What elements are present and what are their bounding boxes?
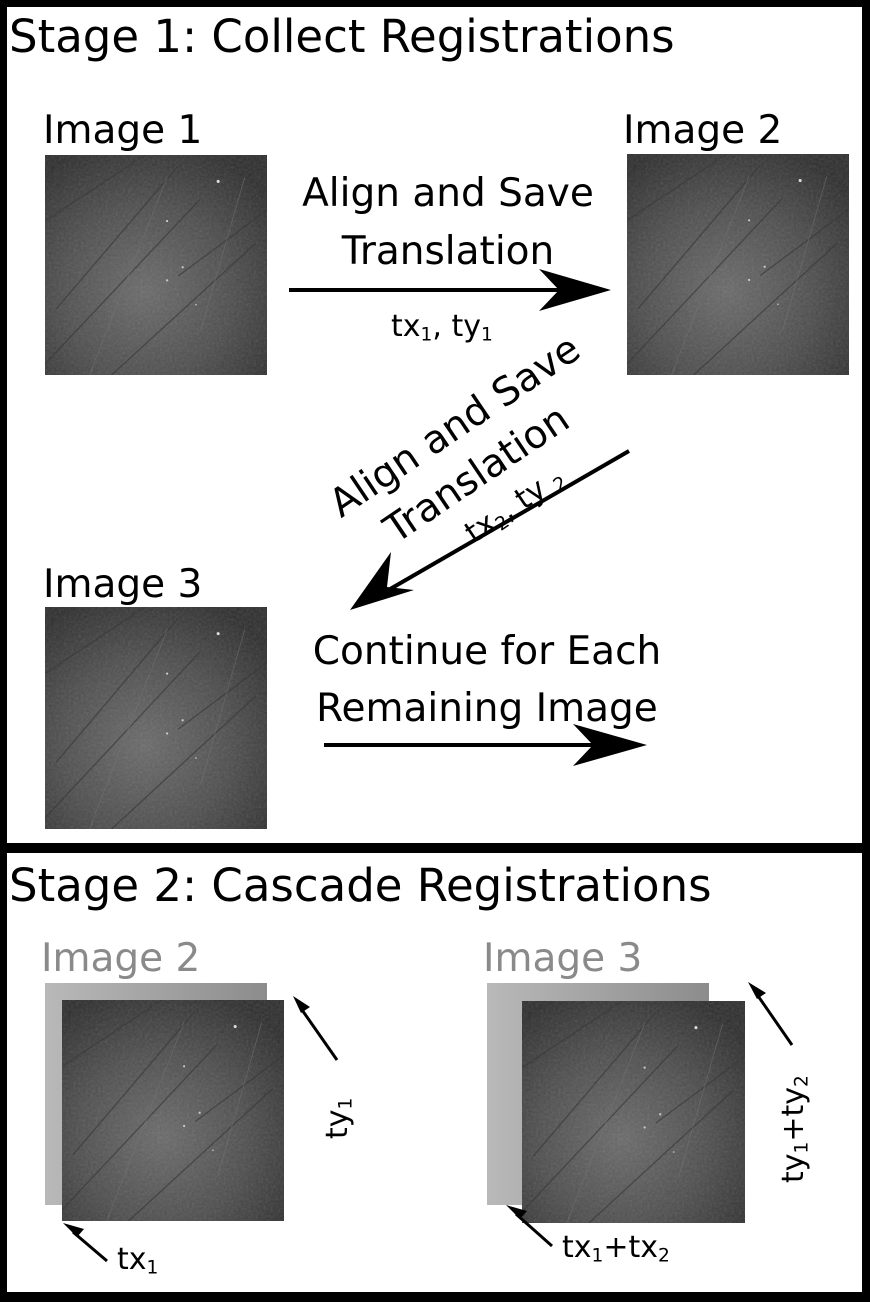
step1-ty: ty xyxy=(451,309,481,344)
stage2-panel: Stage 2: Cascade Registrations Image 2 t… xyxy=(7,853,862,1292)
step1-tx: tx xyxy=(391,309,421,344)
image3-label: Image 3 xyxy=(43,562,203,607)
stage2-right-tx-a: tx xyxy=(562,1230,592,1265)
stage2-left-ty-arrow xyxy=(293,996,339,1061)
step3-caption-line2: Remaining Image xyxy=(316,686,658,731)
stage1-panel: Stage 1: Collect Registrations Image 1 I… xyxy=(7,7,862,843)
step1-caption-line1: Align and Save xyxy=(302,171,594,216)
step1-ty-sub: 1 xyxy=(480,324,493,346)
stage1-title: Stage 1: Collect Registrations xyxy=(9,10,675,63)
stage2-right-ty-arrow xyxy=(748,982,794,1046)
step3-caption-line1: Continue for Each xyxy=(312,629,662,674)
step2-arrow xyxy=(350,449,631,610)
stage2-title: Stage 2: Cascade Registrations xyxy=(9,859,712,912)
image2-label: Image 2 xyxy=(623,108,783,153)
step1-arrow xyxy=(289,269,611,311)
stage2-right-tx-b: tx xyxy=(628,1230,659,1265)
step1-translation-label: tx1, ty1 xyxy=(391,309,493,345)
stage2-right-tx-b-sub: 2 xyxy=(658,1245,670,1267)
step1-sep: , xyxy=(432,309,452,344)
stage1-arrows xyxy=(289,269,647,766)
stage2-left-tx-arrow xyxy=(63,1223,108,1263)
image1-label: Image 1 xyxy=(43,108,203,153)
step1-tx-sub: 1 xyxy=(420,324,433,346)
stage2-left-label: Image 2 xyxy=(41,936,201,981)
stage2-arrows xyxy=(63,982,794,1263)
stage2-right-tx-a-sub: 1 xyxy=(591,1245,604,1267)
stage2-left-tx-label: tx1 xyxy=(117,1242,158,1278)
step3-arrow xyxy=(324,724,647,766)
step1-caption-line2: Translation xyxy=(341,229,555,274)
stage2-left-tx: tx xyxy=(117,1242,147,1277)
stage2-right-tx-label: tx1+tx2 xyxy=(562,1230,670,1266)
stage2-left-tx-sub: 1 xyxy=(146,1257,159,1279)
stage2-right-tx-plus: + xyxy=(603,1230,629,1265)
stage2-right-label: Image 3 xyxy=(483,936,643,981)
stage2-right-tx-arrow xyxy=(506,1205,553,1248)
